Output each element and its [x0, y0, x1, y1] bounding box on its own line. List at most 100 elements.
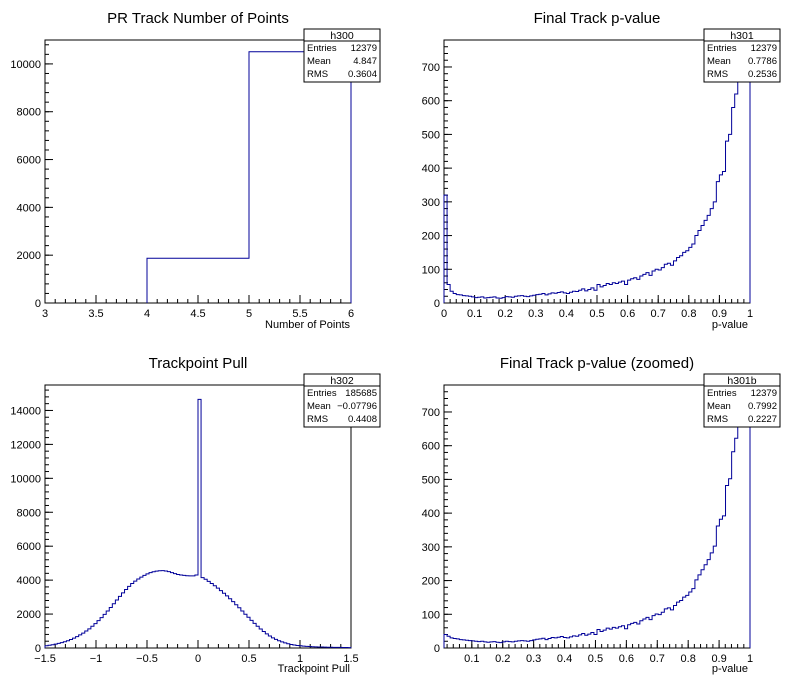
x-axis-label: p-value: [712, 319, 748, 331]
x-tick-label: 1: [747, 653, 753, 665]
y-tick-label: 0: [35, 298, 41, 310]
stats-label: RMS: [307, 69, 328, 80]
x-tick-label: 0.6: [620, 308, 635, 320]
stats-histogram-name: h301b: [727, 375, 756, 387]
y-tick-label: 500: [422, 129, 440, 141]
stats-value: 12379: [751, 388, 777, 399]
x-tick-label: 5: [246, 308, 252, 320]
x-tick-label: 0.5: [588, 653, 603, 665]
x-tick-label: 3.5: [88, 308, 103, 320]
x-axis-label: Trackpoint Pull: [278, 663, 350, 675]
y-tick-label: 0: [434, 298, 440, 310]
y-tick-label: 600: [422, 441, 440, 453]
y-tick-label: 4000: [17, 575, 41, 587]
stats-value: 0.2227: [748, 414, 777, 425]
x-axis-label: p-value: [712, 663, 748, 675]
y-tick-label: 6000: [17, 541, 41, 553]
x-tick-label: 0.4: [559, 308, 574, 320]
y-tick-label: 14000: [10, 405, 41, 417]
x-axis-label: Number of Points: [265, 319, 350, 331]
y-tick-label: 600: [422, 96, 440, 108]
stats-label: RMS: [707, 414, 728, 425]
x-tick-label: 3: [42, 308, 48, 320]
stats-value: 185685: [345, 388, 377, 399]
y-tick-label: 700: [422, 62, 440, 74]
stats-value: 4.847: [353, 56, 377, 67]
chart-panel-2: Final Track p-value 0 100 200 300 400 500 600 70…: [422, 10, 781, 331]
y-tick-label: 500: [422, 474, 440, 486]
stats-box-frame: [703, 373, 781, 428]
histogram-line: [443, 384, 751, 648]
y-tick-label: 4000: [17, 202, 41, 214]
y-tick-label: 400: [422, 508, 440, 520]
y-tick-label: 200: [422, 231, 440, 243]
x-tick-label: −0.5: [136, 653, 158, 665]
stats-label: Mean: [707, 56, 731, 67]
stats-value: 12379: [751, 43, 777, 54]
y-tick-label: 10000: [10, 59, 41, 71]
x-tick-label: 0: [441, 308, 447, 320]
y-tick-label: 400: [422, 163, 440, 175]
x-tick-label: −1.5: [34, 653, 56, 665]
y-tick-label: 100: [422, 609, 440, 621]
chart-panel-4: Final Track p-value (zoomed) 0 100 200 300 40…: [422, 355, 781, 675]
x-tick-label: 0: [195, 653, 201, 665]
stats-histogram-name: h300: [330, 30, 354, 42]
y-tick-label: 100: [422, 264, 440, 276]
x-tick-label: 1: [297, 653, 303, 665]
stats-box-frame: [303, 28, 381, 83]
stats-label: Entries: [307, 43, 337, 54]
stats-label: RMS: [307, 414, 328, 425]
stats-value: 0.4408: [348, 414, 377, 425]
x-tick-label: 0.8: [681, 308, 696, 320]
y-tick-label: 8000: [17, 107, 41, 119]
x-tick-label: 0.9: [712, 308, 727, 320]
stats-value: 0.7992: [748, 401, 777, 412]
x-tick-label: 1: [747, 308, 753, 320]
y-tick-label: 300: [422, 542, 440, 554]
chart-title: Trackpoint Pull: [149, 355, 248, 372]
x-tick-label: 0.7: [650, 653, 665, 665]
x-tick-label: 0.1: [464, 653, 479, 665]
stats-histogram-name: h302: [330, 375, 354, 387]
stats-label: Entries: [707, 43, 737, 54]
chart-title: Final Track p-value: [534, 10, 661, 27]
x-tick-label: 0.6: [619, 653, 634, 665]
x-tick-label: −1: [90, 653, 103, 665]
histogram-line: [44, 398, 352, 649]
y-tick-label: 10000: [10, 473, 41, 485]
y-tick-label: 12000: [10, 439, 41, 451]
x-tick-label: 0.2: [495, 653, 510, 665]
x-tick-label: 5.5: [292, 308, 307, 320]
x-tick-label: 0.5: [241, 653, 256, 665]
x-tick-label: 0.9: [711, 653, 726, 665]
y-tick-label: 8000: [17, 507, 41, 519]
histogram-line: [146, 51, 352, 303]
stats-value: 12379: [351, 43, 377, 54]
stats-box-frame: [303, 373, 381, 428]
x-tick-label: 4.5: [190, 308, 205, 320]
chart-title: PR Track Number of Points: [107, 10, 289, 27]
y-tick-label: 700: [422, 407, 440, 419]
stats-label: Mean: [707, 401, 731, 412]
histogram-line: [443, 39, 751, 303]
x-tick-label: 0.2: [498, 308, 513, 320]
x-tick-label: 0.4: [557, 653, 572, 665]
chart-title: Final Track p-value (zoomed): [500, 355, 694, 372]
x-tick-label: 1.5: [343, 653, 358, 665]
y-tick-label: 2000: [17, 609, 41, 621]
x-tick-label: 6: [348, 308, 354, 320]
x-tick-label: 0.7: [651, 308, 666, 320]
stats-label: Mean: [307, 56, 331, 67]
x-tick-label: 0.1: [467, 308, 482, 320]
x-tick-label: 0.3: [526, 653, 541, 665]
y-tick-label: 200: [422, 576, 440, 588]
y-tick-label: 300: [422, 197, 440, 209]
y-tick-label: 2000: [17, 250, 41, 262]
stats-value: 0.2536: [748, 69, 777, 80]
stats-label: Mean: [307, 401, 331, 412]
